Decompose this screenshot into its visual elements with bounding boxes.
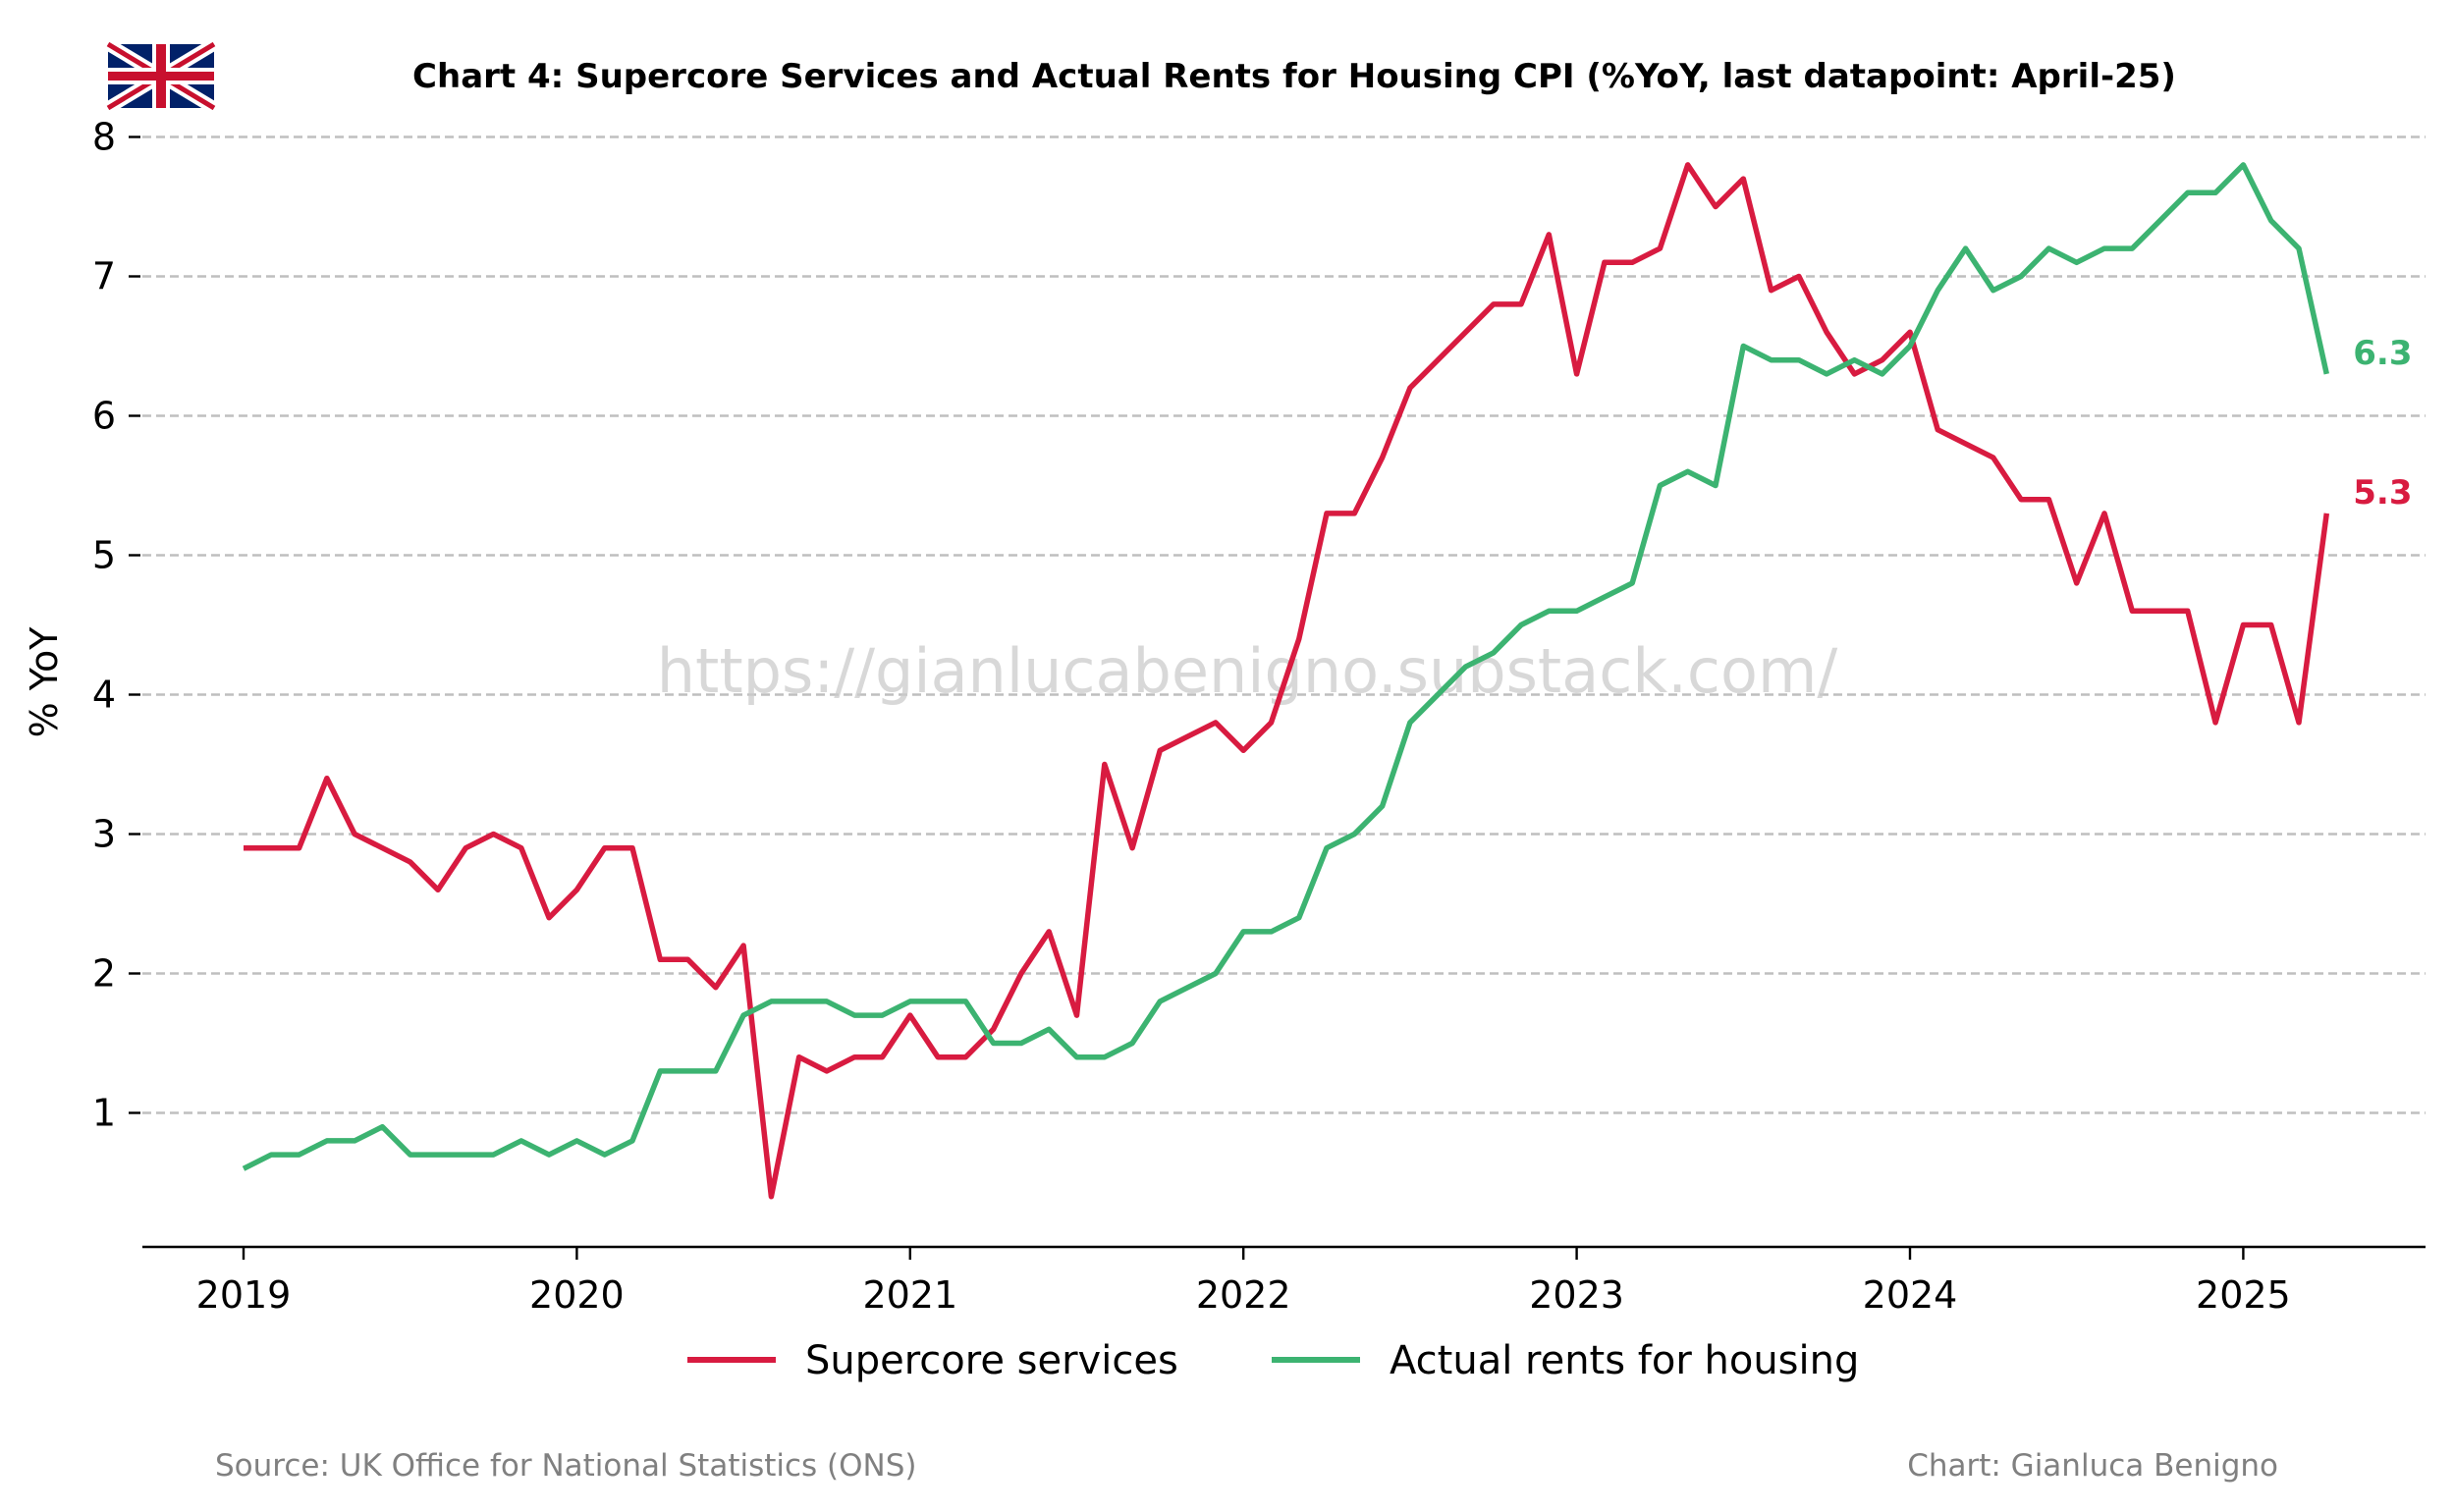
y-tick-label: 8	[92, 116, 116, 159]
uk-flag-icon	[104, 38, 218, 114]
y-tick-label: 7	[92, 255, 116, 298]
y-axis-label: % YoY	[23, 626, 66, 738]
y-tick-label: 5	[92, 534, 116, 577]
series-group: 5.3 6.3	[242, 162, 2412, 1200]
watermark: https://gianlucabenigno.substack.com/	[657, 635, 1838, 707]
series-line-actual-rents	[242, 162, 2329, 1171]
x-tick-label: 2023	[1529, 1273, 1624, 1317]
y-tick-label: 2	[92, 952, 116, 996]
end-value-label: 5.3	[2353, 473, 2412, 513]
footer-credit: Chart: Gianluca Benigno	[1907, 1448, 2278, 1484]
legend-label: Supercore services	[805, 1338, 1178, 1383]
x-tick-label: 2025	[2196, 1273, 2291, 1317]
series-line-supercore-services	[244, 162, 2330, 1200]
legend: Supercore services Actual rents for housi…	[687, 1338, 1859, 1383]
y-tick-label: 1	[92, 1092, 116, 1135]
x-tick-label: 2021	[862, 1273, 957, 1317]
chart-title: Chart 4: Supercore Services and Actual R…	[412, 57, 2176, 96]
footer-source: Source: UK Office for National Statistic…	[215, 1448, 917, 1484]
x-axis: 2019 2020 2021 2022 2023 2024 2025	[142, 1245, 2426, 1317]
legend-label: Actual rents for housing	[1390, 1338, 1859, 1383]
x-tick-label: 2020	[529, 1273, 625, 1317]
x-tick-label: 2019	[196, 1273, 292, 1317]
y-tick-label: 4	[92, 674, 116, 717]
y-axis: 1 2 3 4 5 6 7 8	[92, 116, 140, 1135]
end-value-label: 6.3	[2353, 334, 2412, 373]
x-tick-label: 2022	[1196, 1273, 1291, 1317]
grid	[142, 135, 2426, 1114]
x-tick-label: 2024	[1863, 1273, 1958, 1317]
y-tick-label: 6	[92, 395, 116, 438]
y-tick-label: 3	[92, 813, 116, 856]
